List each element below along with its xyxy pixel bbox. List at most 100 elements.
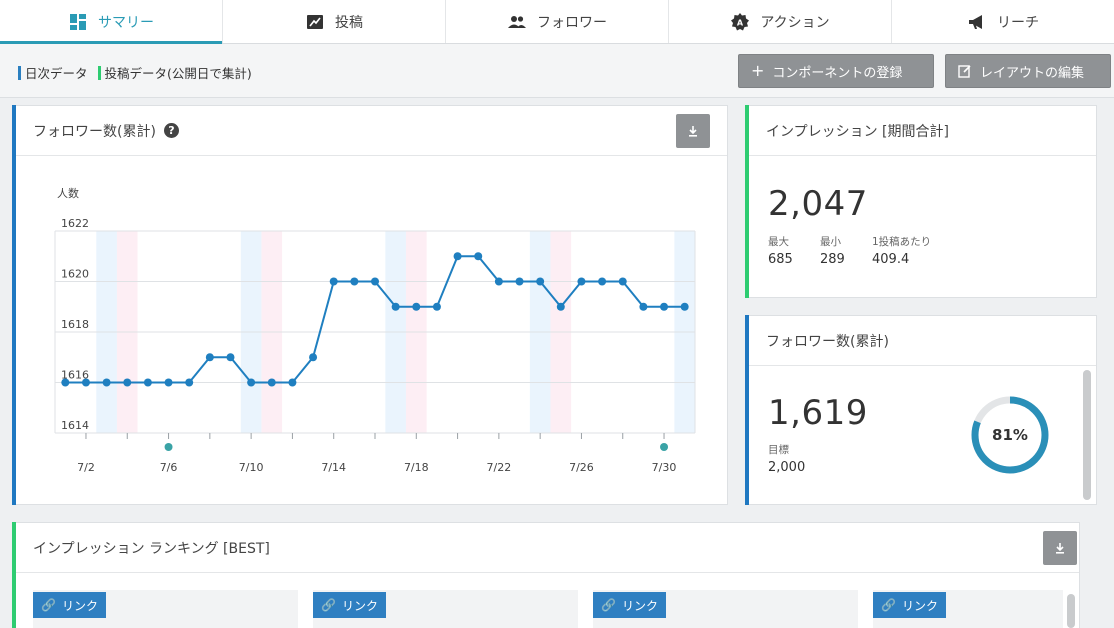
card-header: インプレッション [期間合計] [746, 106, 1096, 156]
edit-layout-button[interactable]: レイアウトの編集 [945, 54, 1111, 88]
x-tick-label: 7/14 [321, 461, 346, 474]
legend-posted: 投稿データ(公開日で集計) [97, 63, 252, 82]
data-point [577, 277, 586, 286]
edit-layout-label: レイアウトの編集 [980, 65, 1085, 81]
x-tick-label: 7/6 [160, 461, 178, 474]
impressions-per-post: 1投稿あたり 409.4 [872, 234, 931, 267]
link-badge[interactable]: 🔗 リンク [593, 592, 666, 618]
card-header: インプレッション ランキング [BEST] [13, 523, 1079, 573]
card-title: インプレッション [期間合計] [766, 123, 949, 140]
edit-icon [958, 65, 971, 78]
toolbar: 日次データ 投稿データ(公開日で集計) + コンポーネントの登録 レイアウトの編… [0, 44, 1114, 98]
download-icon [689, 126, 697, 137]
legend-posted-label: 投稿データ(公開日で集計) [104, 66, 252, 81]
tab-posts[interactable]: 投稿 [223, 0, 446, 43]
card-accent [745, 105, 749, 298]
data-point [494, 277, 503, 286]
data-legend: 日次データ 投稿データ(公開日で集計) [18, 63, 252, 82]
card-title: フォロワー数(累計) [766, 333, 889, 350]
card-accent [12, 105, 16, 505]
card-title: インプレッション ランキング [BEST] [33, 540, 270, 557]
y-tick-label: 1614 [61, 419, 89, 432]
link-badge[interactable]: 🔗 リンク [873, 592, 946, 618]
data-point [205, 353, 214, 362]
progress-percent: 81% [992, 426, 1028, 444]
data-point [61, 378, 70, 387]
legend-daily-label: 日次データ [25, 66, 88, 81]
tab-label: アクション [760, 14, 830, 31]
link-label: リンク [901, 598, 938, 613]
data-point [412, 302, 421, 311]
tab-label: フォロワー [537, 14, 607, 31]
post-marker [164, 443, 173, 451]
tab-reach[interactable]: リーチ [892, 0, 1114, 43]
impressions-total: 2,047 [768, 184, 868, 224]
data-point [432, 302, 441, 311]
tab-actions[interactable]: A アクション [669, 0, 892, 43]
download-button[interactable] [676, 114, 710, 148]
link-badge[interactable]: 🔗 リンク [313, 592, 386, 618]
data-point [371, 277, 379, 286]
data-point [536, 277, 545, 286]
data-point [639, 302, 648, 311]
data-point [102, 378, 111, 387]
add-component-label: コンポーネントの登録 [772, 65, 903, 81]
max-value: 685 [768, 252, 793, 267]
tab-label: リーチ [997, 14, 1039, 31]
data-point [474, 252, 483, 261]
data-point [164, 378, 173, 387]
scrollbar[interactable] [1067, 594, 1075, 628]
data-point [123, 378, 132, 387]
y-tick-label: 1618 [61, 318, 89, 331]
data-point [618, 277, 627, 286]
plus-icon: + [751, 61, 765, 80]
impressions-max: 最大 685 [768, 234, 793, 267]
data-point [143, 378, 152, 387]
link-label: リンク [621, 598, 658, 613]
follower-chart-card: フォロワー数(累計) ? 1614 1616 1618 1620 1622 人数 7/2 7/… [12, 105, 728, 505]
card-accent [12, 522, 16, 628]
data-point [453, 252, 462, 261]
tab-bar: サマリー 投稿 フォロワー A アクション リーチ [0, 0, 1114, 44]
link-icon: 🔗 [601, 598, 616, 612]
data-point [185, 378, 194, 387]
download-button[interactable] [1043, 531, 1077, 565]
data-point [680, 302, 689, 311]
followers-value: 1,619 [768, 393, 868, 433]
impressions-min: 最小 289 [820, 234, 845, 267]
data-point [598, 277, 607, 286]
x-tick-label: 7/10 [239, 461, 264, 474]
follower-line-chart: 1614 1616 1618 1620 1622 人数 7/2 7/6 7/10 7/14 7/18… [54, 187, 696, 474]
y-tick-label: 1620 [61, 268, 89, 281]
link-label: リンク [61, 598, 98, 613]
goal-value: 2,000 [768, 460, 806, 475]
min-value: 289 [820, 252, 845, 267]
data-point [226, 353, 235, 362]
add-component-button[interactable]: + コンポーネントの登録 [738, 54, 934, 88]
x-tick-label: 7/2 [77, 461, 95, 474]
card-title: フォロワー数(累計) [33, 123, 156, 140]
help-icon[interactable]: ? [163, 123, 179, 138]
data-point [267, 378, 276, 387]
max-label: 最大 [768, 236, 789, 248]
link-icon: 🔗 [321, 598, 336, 612]
link-badge[interactable]: 🔗 リンク [33, 592, 106, 618]
card-header: フォロワー数(累計) ? [13, 106, 727, 156]
goal-label: 目標 [768, 444, 789, 456]
scrollbar[interactable] [1083, 370, 1091, 500]
card-header: フォロワー数(累計) [746, 316, 1096, 366]
card-accent [745, 315, 749, 505]
tab-followers[interactable]: フォロワー [446, 0, 669, 43]
data-point [515, 277, 524, 286]
svg-text:A: A [737, 18, 744, 27]
tab-summary[interactable]: サマリー [0, 0, 223, 44]
per-post-label: 1投稿あたり [872, 236, 932, 248]
x-tick-label: 7/18 [404, 461, 429, 474]
download-icon [1056, 543, 1064, 554]
data-point [309, 353, 318, 362]
link-icon: 🔗 [881, 598, 896, 612]
tab-label: サマリー [98, 14, 154, 31]
min-label: 最小 [820, 236, 841, 248]
y-tick-label: 1616 [61, 369, 89, 382]
x-tick-label: 7/30 [652, 461, 677, 474]
